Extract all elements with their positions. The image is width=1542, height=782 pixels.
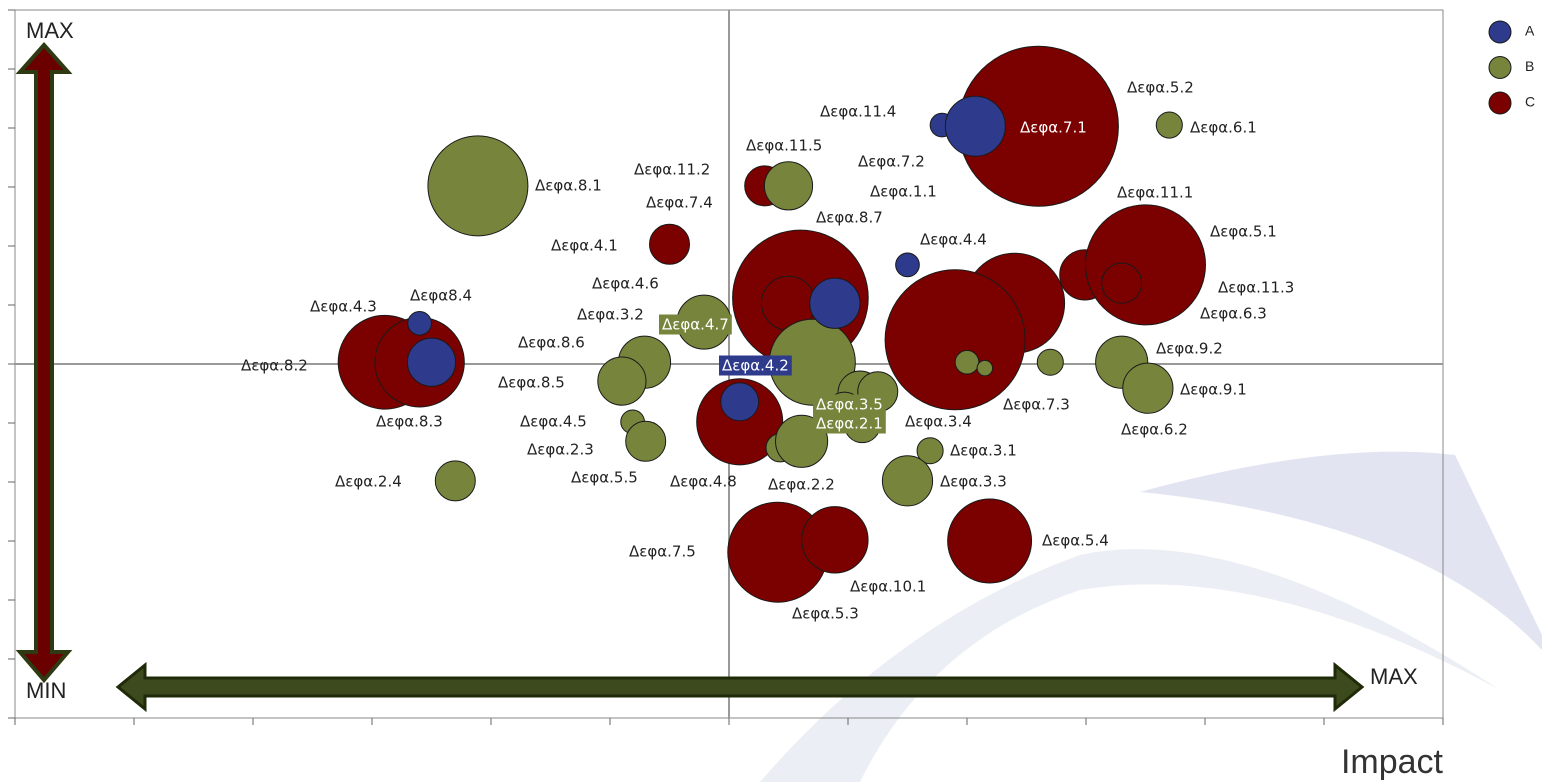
data-label: Δεφα.4.4 — [920, 231, 987, 249]
data-label: Δεφα.4.7 — [662, 316, 729, 334]
bubble — [809, 277, 861, 329]
data-label: Δεφα.7.1 — [1020, 119, 1087, 137]
y-min-label: MIN — [26, 678, 66, 703]
data-label: Δεφα.5.3 — [792, 605, 859, 623]
data-label: Δεφα8.4 — [410, 287, 472, 305]
data-label: Δεφα.3.1 — [950, 442, 1017, 460]
bubble — [947, 498, 1033, 584]
x-max-label: MAX — [1370, 664, 1418, 689]
bubble — [895, 252, 920, 278]
data-label: Δεφα.11.3 — [1218, 279, 1294, 297]
data-label: Δεφα.4.3 — [310, 298, 377, 316]
data-label: Δεφα.5.5 — [571, 469, 638, 487]
bubble — [1085, 204, 1206, 326]
bubble — [1036, 348, 1064, 376]
data-label: Δεφα.2.3 — [527, 441, 594, 459]
data-label: Δεφα.2.4 — [335, 473, 402, 491]
data-label: Δεφα.3.3 — [940, 473, 1007, 491]
data-label: Δεφα.6.1 — [1190, 119, 1257, 137]
bubble — [696, 378, 784, 466]
data-label: Δεφα.3.5 — [816, 396, 883, 414]
data-label: Δεφα.11.2 — [634, 161, 710, 179]
bubble — [406, 337, 457, 387]
data-label: Δεφα.8.7 — [816, 209, 883, 227]
data-label: Δεφα.6.3 — [1200, 305, 1267, 323]
legend-label: C — [1525, 94, 1535, 110]
data-label: Δεφα.5.1 — [1210, 223, 1277, 241]
bubble — [954, 349, 980, 375]
y-max-label: MAX — [26, 18, 74, 43]
label-box — [813, 413, 886, 434]
data-label: Δεφα.11.1 — [1117, 184, 1193, 202]
data-label: Δεφα.8.5 — [498, 374, 565, 392]
bubble — [884, 269, 1026, 411]
watermark — [1140, 451, 1542, 650]
legend-marker — [1488, 56, 1512, 79]
bubble — [1155, 111, 1183, 139]
bubble — [916, 437, 944, 465]
legend-marker — [1488, 91, 1512, 115]
data-label: Δεφα.7.2 — [858, 153, 925, 171]
bubble — [407, 310, 432, 336]
data-label: Δεφα.2.1 — [816, 415, 883, 433]
bubble — [625, 420, 667, 462]
bubble — [944, 95, 1006, 157]
data-label: Δεφα.7.3 — [1003, 396, 1070, 414]
data-label: Δεφα.4.6 — [592, 275, 659, 293]
data-label: Δεφα.8.6 — [518, 334, 585, 352]
bubble — [427, 135, 529, 237]
bubble — [649, 223, 690, 265]
data-label: Δεφα.10.1 — [850, 578, 926, 596]
y-arrow — [15, 41, 73, 684]
data-label: Δεφα.8.3 — [376, 413, 443, 431]
data-label: Δεφα.4.8 — [670, 473, 737, 491]
data-label: Δεφα.7.4 — [646, 194, 713, 212]
bubble — [801, 506, 869, 574]
bubble — [434, 460, 476, 502]
data-label: Δεφα.9.2 — [1156, 340, 1223, 358]
bubble — [881, 455, 934, 507]
data-label: Δεφα.2.2 — [768, 476, 835, 494]
bubble — [976, 359, 994, 377]
data-label: Δεφα.6.2 — [1121, 421, 1188, 439]
data-label: Δεφα.5.2 — [1127, 79, 1194, 97]
bubble — [1101, 262, 1143, 304]
legend-label: A — [1525, 23, 1535, 39]
data-label: Δεφα.9.1 — [1180, 381, 1247, 399]
legend-label: B — [1525, 58, 1534, 74]
data-label: Δεφα.11.4 — [820, 103, 896, 121]
label-box — [719, 355, 792, 376]
bubble — [597, 356, 647, 406]
watermark — [760, 549, 1500, 782]
data-label: Δεφα.5.4 — [1042, 532, 1109, 550]
x-axis-title: Impact — [1341, 743, 1444, 781]
data-label: Δεφα.11.5 — [746, 137, 822, 155]
data-label: Δεφα.4.2 — [722, 357, 789, 375]
data-label: Δεφα.4.5 — [520, 413, 587, 431]
data-label: Δεφα.1.1 — [870, 183, 937, 201]
bubble — [720, 382, 760, 422]
data-label: Δεφα.7.5 — [629, 543, 696, 561]
legend-marker — [1488, 20, 1512, 44]
bubble — [1122, 362, 1174, 414]
data-label: Δεφα.8.1 — [535, 177, 602, 195]
label-box — [659, 314, 732, 335]
x-arrow — [115, 661, 1365, 713]
data-label: Δεφα.3.4 — [905, 413, 972, 431]
data-label: Δεφα.3.2 — [577, 306, 644, 324]
bubble — [763, 161, 814, 211]
data-label: Δεφα.4.1 — [551, 237, 618, 255]
label-box — [813, 394, 886, 415]
data-label: Δεφα.8.2 — [241, 357, 308, 375]
